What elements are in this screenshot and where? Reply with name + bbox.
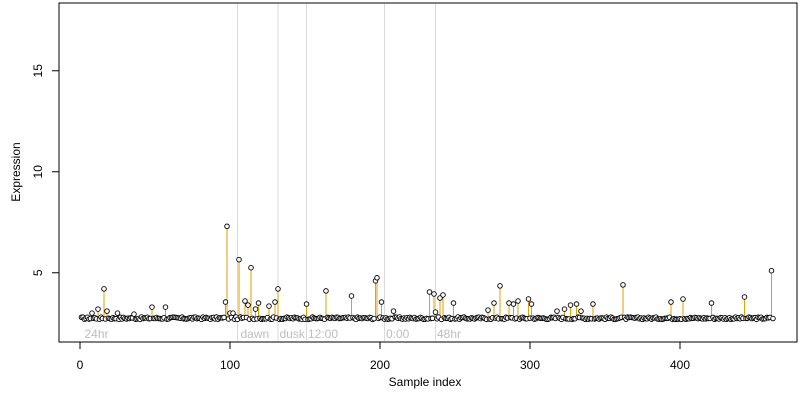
data-point (378, 299, 385, 305)
data-point (272, 299, 278, 305)
data-point (104, 308, 110, 314)
data-point (668, 299, 674, 305)
data-point (573, 301, 580, 307)
data-point (89, 310, 95, 316)
data-point (450, 300, 457, 306)
data-point (255, 300, 262, 306)
data-point (245, 302, 251, 308)
data-point (497, 283, 503, 289)
data-point (222, 299, 229, 305)
data-point (303, 301, 310, 307)
data-point (590, 301, 596, 307)
y-tick-label: 10 (31, 165, 45, 179)
data-point (429, 315, 436, 322)
segment-label: dusk (280, 327, 306, 341)
data-point (768, 267, 775, 274)
data-point (485, 307, 491, 313)
data-point (275, 286, 281, 292)
data-point (432, 309, 439, 315)
x-tick-label: 300 (520, 358, 540, 372)
data-point (620, 282, 626, 288)
data-point (510, 301, 517, 307)
data-point (224, 223, 230, 230)
segment-label: 0:00 (386, 327, 410, 341)
data-point (515, 298, 521, 304)
segment-label: dawn (241, 327, 270, 341)
data-points (78, 223, 776, 323)
data-point (266, 303, 272, 309)
data-point (770, 315, 776, 322)
y-tick-label: 15 (31, 64, 45, 78)
data-point (525, 296, 532, 302)
data-point (528, 301, 535, 307)
data-point (708, 300, 715, 306)
data-point (390, 308, 397, 314)
data-point (131, 311, 137, 317)
data-point (114, 310, 121, 316)
segment-label: 24hr (85, 327, 109, 341)
peak-stems (91, 226, 772, 319)
x-axis: 0 100 200 300 400 (77, 341, 690, 372)
data-point (149, 304, 155, 310)
data-point (101, 286, 107, 292)
x-tick-label: 0 (77, 358, 84, 372)
x-tick-label: 400 (670, 358, 690, 372)
data-point (348, 293, 355, 299)
y-axis: 5 10 15 (31, 64, 60, 276)
data-point (506, 300, 512, 306)
x-axis-label: Sample index (389, 375, 462, 389)
data-point (491, 300, 497, 306)
data-point (252, 306, 259, 312)
data-point (162, 304, 169, 310)
data-point (371, 315, 377, 322)
data-point (561, 306, 568, 312)
data-point (221, 314, 227, 321)
data-point (567, 302, 574, 308)
data-point (440, 292, 446, 298)
data-point (578, 308, 584, 314)
data-point (680, 296, 686, 302)
data-point (426, 289, 433, 295)
segment-label: 48hr (437, 327, 461, 341)
y-tick-label: 5 (31, 269, 45, 276)
data-point (374, 275, 380, 281)
data-point (230, 310, 236, 316)
data-point (236, 256, 242, 263)
segment-labels: 24hr dawn dusk 12:00 0:00 48hr (85, 327, 462, 341)
x-tick-label: 100 (220, 358, 240, 372)
data-point (242, 298, 248, 304)
data-point (323, 288, 329, 294)
data-point (741, 294, 748, 300)
data-point (554, 308, 560, 314)
x-tick-label: 200 (370, 358, 390, 372)
segment-label: 12:00 (308, 327, 338, 341)
y-axis-label: Expression (9, 142, 23, 201)
data-point (95, 306, 101, 312)
separator-lines (237, 4, 436, 341)
data-point (248, 264, 254, 271)
data-point (431, 291, 437, 297)
